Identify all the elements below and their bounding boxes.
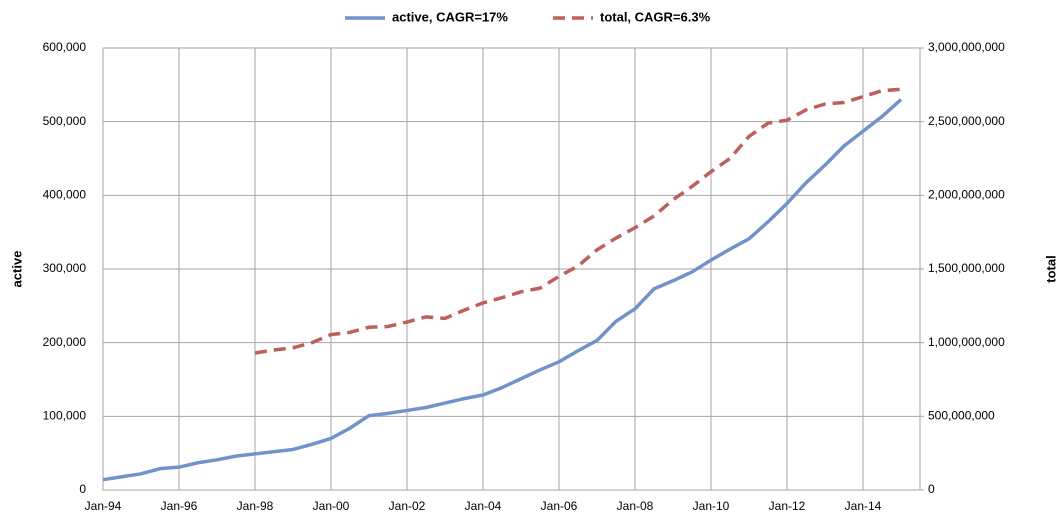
x-tick-label: Jan-08	[617, 499, 654, 513]
legend-label: total, CAGR=6.3%	[600, 9, 711, 24]
x-tick-label: Jan-14	[845, 499, 882, 513]
legend-label: active, CAGR=17%	[392, 9, 508, 24]
x-tick-label: Jan-10	[693, 499, 730, 513]
series-line	[254, 87, 902, 355]
y2-tick-label: 1,000,000,000	[928, 335, 1005, 349]
y2-tick-label: 2,500,000,000	[928, 114, 1005, 128]
x-tick-label: Jan-94	[85, 499, 122, 513]
x-tick-label: Jan-00	[313, 499, 350, 513]
y-tick-label: 100,000	[43, 409, 87, 423]
x-tick-label: Jan-02	[389, 499, 426, 513]
y2-tick-label: 3,000,000,000	[928, 40, 1005, 54]
x-tick-label: Jan-06	[541, 499, 578, 513]
y2-axis-title: total	[1043, 255, 1058, 282]
y-tick-label: 0	[79, 482, 86, 496]
y-axis-title: active	[9, 251, 24, 288]
y-tick-label: 500,000	[43, 114, 87, 128]
y2-tick-label: 2,000,000,000	[928, 188, 1005, 202]
plot-frame	[102, 47, 921, 491]
legend: active, CAGR=17% total, CAGR=6.3%	[345, 9, 711, 24]
x-tick-label: Jan-96	[161, 499, 198, 513]
y-tick-label: 300,000	[43, 261, 87, 275]
x-tick-label: Jan-12	[769, 499, 806, 513]
y-tick-label: 400,000	[43, 188, 87, 202]
y-tick-label: 200,000	[43, 335, 87, 349]
x-tick-label: Jan-04	[465, 499, 502, 513]
y-tick-label: 600,000	[43, 40, 87, 54]
y2-tick-label: 1,500,000,000	[928, 261, 1005, 275]
series-line	[102, 98, 903, 482]
y2-tick-label: 500,000,000	[928, 409, 995, 423]
x-tick-label: Jan-98	[237, 499, 274, 513]
y2-tick-label: 0	[928, 482, 935, 496]
